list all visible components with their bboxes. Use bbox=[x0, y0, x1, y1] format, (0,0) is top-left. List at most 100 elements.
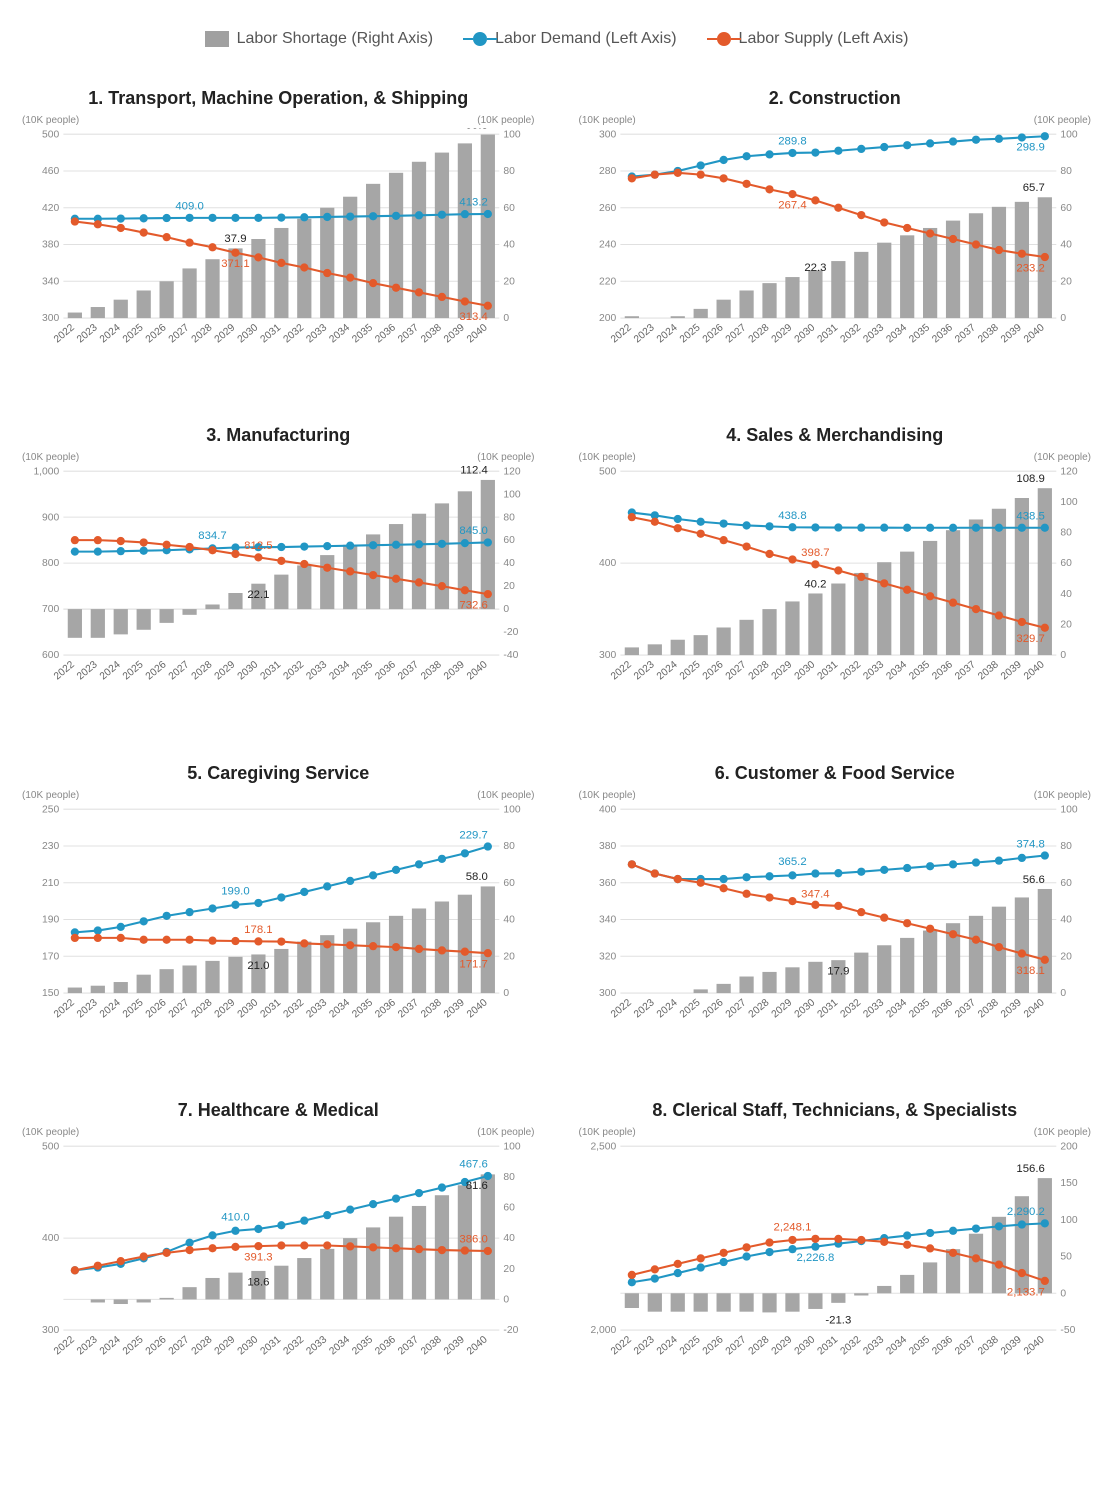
svg-text:0: 0 bbox=[503, 604, 509, 615]
svg-text:2022: 2022 bbox=[52, 1334, 77, 1357]
svg-text:2039: 2039 bbox=[999, 1334, 1024, 1357]
bar bbox=[762, 1293, 776, 1312]
bar bbox=[481, 886, 495, 993]
svg-text:60: 60 bbox=[1060, 877, 1072, 888]
annotation: 99.8 bbox=[466, 128, 488, 131]
bar bbox=[91, 985, 105, 992]
annotation: 22.3 bbox=[804, 262, 826, 274]
svg-text:2022: 2022 bbox=[609, 322, 634, 345]
bar bbox=[297, 1258, 311, 1299]
svg-text:2035: 2035 bbox=[907, 1334, 932, 1357]
annotation: 17.9 bbox=[827, 965, 849, 977]
bar bbox=[808, 961, 822, 992]
legend-supply-label: Labor Supply (Left Axis) bbox=[739, 30, 909, 48]
svg-text:2029: 2029 bbox=[769, 997, 794, 1020]
svg-text:2036: 2036 bbox=[373, 322, 398, 345]
bar bbox=[228, 593, 242, 609]
svg-text:40: 40 bbox=[1060, 914, 1072, 925]
svg-text:100: 100 bbox=[503, 129, 520, 140]
svg-text:2026: 2026 bbox=[144, 659, 169, 682]
bar bbox=[343, 545, 357, 609]
svg-text:0: 0 bbox=[1060, 313, 1066, 324]
bar bbox=[877, 562, 891, 655]
svg-text:20: 20 bbox=[1060, 620, 1072, 631]
svg-text:2037: 2037 bbox=[953, 659, 978, 682]
bar bbox=[412, 514, 426, 609]
svg-text:2038: 2038 bbox=[419, 322, 444, 345]
bar bbox=[114, 982, 128, 993]
bar bbox=[854, 252, 868, 318]
bar bbox=[389, 1216, 403, 1299]
svg-text:20: 20 bbox=[503, 1264, 515, 1275]
bar bbox=[274, 1265, 288, 1299]
right-axis-unit: (10K people) bbox=[1034, 452, 1091, 463]
bar bbox=[785, 967, 799, 993]
svg-text:2026: 2026 bbox=[144, 1334, 169, 1357]
svg-text:380: 380 bbox=[42, 240, 59, 251]
bar bbox=[854, 573, 868, 655]
chart-plot: 1501701902102302500204060801002022202320… bbox=[20, 803, 537, 1030]
annotation: 318.1 bbox=[1016, 965, 1044, 977]
bar bbox=[343, 928, 357, 992]
bar bbox=[716, 983, 730, 992]
svg-text:2037: 2037 bbox=[396, 997, 421, 1020]
svg-text:20: 20 bbox=[503, 951, 515, 962]
svg-text:900: 900 bbox=[42, 513, 59, 524]
bar bbox=[739, 976, 753, 993]
svg-text:2029: 2029 bbox=[769, 322, 794, 345]
bar bbox=[624, 1293, 638, 1308]
bar bbox=[762, 609, 776, 655]
left-axis-unit: (10K people) bbox=[22, 790, 79, 801]
svg-text:2035: 2035 bbox=[350, 322, 375, 345]
svg-text:2040: 2040 bbox=[1022, 322, 1047, 345]
svg-text:2023: 2023 bbox=[632, 322, 657, 345]
svg-text:2040: 2040 bbox=[465, 659, 490, 682]
svg-text:2025: 2025 bbox=[121, 659, 146, 682]
bar bbox=[647, 645, 661, 656]
svg-text:2040: 2040 bbox=[1022, 659, 1047, 682]
svg-text:2032: 2032 bbox=[282, 997, 307, 1020]
svg-text:2024: 2024 bbox=[655, 322, 680, 345]
bar bbox=[831, 1293, 845, 1303]
bar bbox=[900, 235, 914, 318]
annotation: 834.7 bbox=[198, 530, 226, 542]
chart-1: 1. Transport, Machine Operation, & Shipp… bbox=[20, 88, 537, 355]
annotation: 413.2 bbox=[459, 197, 487, 209]
svg-text:2032: 2032 bbox=[282, 322, 307, 345]
svg-text:300: 300 bbox=[599, 650, 616, 661]
svg-text:2027: 2027 bbox=[723, 1334, 748, 1357]
chart-plot: 2,0002,500-50050100150200202220232024202… bbox=[577, 1140, 1094, 1367]
svg-text:2033: 2033 bbox=[861, 997, 886, 1020]
annotation: 171.7 bbox=[459, 958, 487, 970]
bar bbox=[785, 1293, 799, 1311]
svg-text:2023: 2023 bbox=[632, 659, 657, 682]
svg-text:2036: 2036 bbox=[930, 997, 955, 1020]
chart-plot: 2002202402602803000204060801002022202320… bbox=[577, 128, 1094, 355]
svg-text:2030: 2030 bbox=[792, 1334, 817, 1357]
annotation: 298.9 bbox=[1016, 142, 1044, 154]
svg-text:2035: 2035 bbox=[350, 997, 375, 1020]
axis-unit-labels: (10K people)(10K people) bbox=[577, 790, 1094, 803]
svg-text:2026: 2026 bbox=[700, 1334, 725, 1357]
svg-text:500: 500 bbox=[42, 129, 59, 140]
svg-text:2,000: 2,000 bbox=[590, 1325, 616, 1336]
svg-text:-50: -50 bbox=[1060, 1325, 1075, 1336]
axis-unit-labels: (10K people)(10K people) bbox=[577, 115, 1094, 128]
svg-text:2024: 2024 bbox=[98, 1334, 123, 1357]
svg-text:2028: 2028 bbox=[746, 659, 771, 682]
svg-text:80: 80 bbox=[503, 513, 515, 524]
bar bbox=[624, 316, 638, 318]
svg-text:2028: 2028 bbox=[190, 997, 215, 1020]
svg-text:2037: 2037 bbox=[953, 997, 978, 1020]
annotation: 398.7 bbox=[801, 547, 829, 559]
svg-text:2026: 2026 bbox=[700, 997, 725, 1020]
left-axis-unit: (10K people) bbox=[579, 452, 636, 463]
bar bbox=[458, 894, 472, 992]
axis-unit-labels: (10K people) (10K people) bbox=[577, 452, 1094, 465]
svg-text:700: 700 bbox=[42, 604, 59, 615]
annotation: 438.5 bbox=[1016, 511, 1044, 523]
svg-text:80: 80 bbox=[503, 841, 515, 852]
bar bbox=[739, 1293, 753, 1311]
annotation: 56.6 bbox=[1022, 873, 1044, 885]
bar bbox=[900, 552, 914, 655]
